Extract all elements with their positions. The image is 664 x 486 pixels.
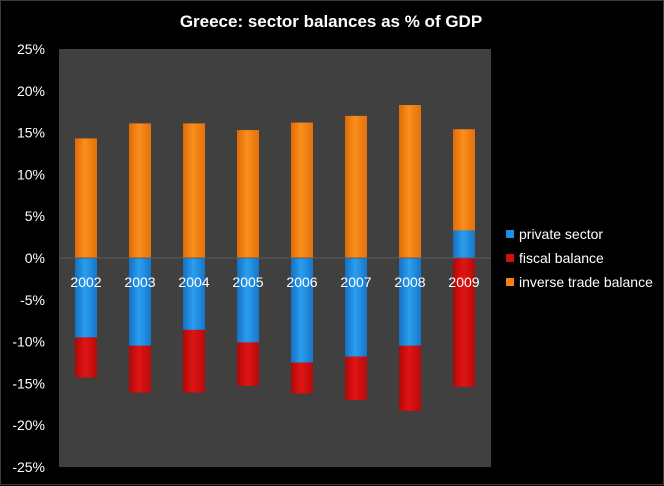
bar-fiscal-balance-2008 xyxy=(399,345,421,411)
x-category-label: 2007 xyxy=(340,274,371,290)
y-tick-label: 0% xyxy=(25,250,45,266)
bar-inverse-trade-balance-2004 xyxy=(183,123,205,259)
bar-inverse-trade-balance-2006 xyxy=(291,122,313,259)
legend-label: private sector xyxy=(519,226,603,242)
y-tick-label: -5% xyxy=(20,292,45,308)
x-category-label: 2008 xyxy=(394,274,425,290)
y-tick-label: 15% xyxy=(17,125,45,141)
x-category-label: 2005 xyxy=(232,274,263,290)
legend-swatch xyxy=(506,278,514,286)
bar-inverse-trade-balance-2007 xyxy=(345,115,367,258)
y-tick-label: 20% xyxy=(17,83,45,99)
y-tick-label: -25% xyxy=(12,459,45,475)
legend-label: fiscal balance xyxy=(519,250,604,266)
x-category-label: 2009 xyxy=(448,274,479,290)
x-category-label: 2003 xyxy=(124,274,155,290)
legend: private sector fiscal balance inverse trad… xyxy=(506,226,653,290)
bar-fiscal-balance-2002 xyxy=(75,337,97,378)
bar-private-sector-2004 xyxy=(183,258,205,330)
y-tick-label: -20% xyxy=(12,417,45,433)
bar-private-sector-2008 xyxy=(399,258,421,346)
bar-fiscal-balance-2007 xyxy=(345,356,367,401)
y-tick-label: 5% xyxy=(25,208,45,224)
y-tick-label: -15% xyxy=(12,375,45,391)
x-axis-category-labels: 2002 2003 2004 2005 2006 2007 2008 2009 xyxy=(70,274,479,290)
bar-inverse-trade-balance-2005 xyxy=(237,130,259,258)
bar-private-sector-2003 xyxy=(129,258,151,346)
x-category-label: 2002 xyxy=(70,274,101,290)
bar-private-sector-2009 xyxy=(453,230,475,258)
bar-fiscal-balance-2006 xyxy=(291,362,313,394)
bar-inverse-trade-balance-2002 xyxy=(75,138,97,258)
bar-fiscal-balance-2003 xyxy=(129,345,151,393)
y-axis-tick-labels: 25% 20% 15% 10% 5% 0% -5% -10% -15% -20% -25% xyxy=(12,41,45,475)
bar-fiscal-balance-2004 xyxy=(183,329,205,393)
legend-swatch xyxy=(506,254,514,262)
bar-fiscal-balance-2009 xyxy=(453,258,475,387)
chart-title: Greece: sector balances as % of GDP xyxy=(180,12,482,31)
legend-swatch xyxy=(506,230,514,238)
x-category-label: 2006 xyxy=(286,274,317,290)
bar-private-sector-2006 xyxy=(291,258,313,363)
y-tick-label: 10% xyxy=(17,166,45,182)
y-tick-label: 25% xyxy=(17,41,45,57)
bar-private-sector-2007 xyxy=(345,258,367,357)
bar-fiscal-balance-2005 xyxy=(237,342,259,386)
y-tick-label: -10% xyxy=(12,334,45,350)
bar-private-sector-2005 xyxy=(237,258,259,343)
x-category-label: 2004 xyxy=(178,274,209,290)
legend-label: inverse trade balance xyxy=(519,274,653,290)
bar-inverse-trade-balance-2009 xyxy=(453,129,475,231)
bar-inverse-trade-balance-2008 xyxy=(399,105,421,259)
bars-group xyxy=(75,105,475,411)
bar-inverse-trade-balance-2003 xyxy=(129,123,151,259)
bar-private-sector-2002 xyxy=(75,258,97,338)
